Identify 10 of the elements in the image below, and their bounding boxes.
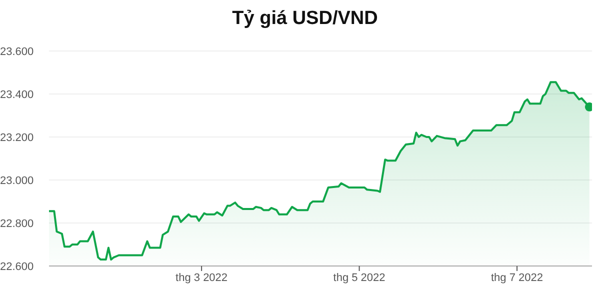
chart-title: Tỷ giá USD/VND [231,8,379,30]
y-tick-label: 23.400 [0,88,34,101]
x-tick-label: thg 5 2022 [333,272,386,284]
y-tick-label: 23.000 [0,174,34,187]
y-tick-label: 23.600 [0,46,34,58]
y-tick-label: 23.200 [0,132,34,144]
y-tick-label: 22.800 [0,218,34,230]
x-tick-label: thg 7 2022 [491,272,544,284]
y-tick-label: 22.600 [0,260,34,273]
x-tick-label: thg 3 2022 [176,272,228,284]
